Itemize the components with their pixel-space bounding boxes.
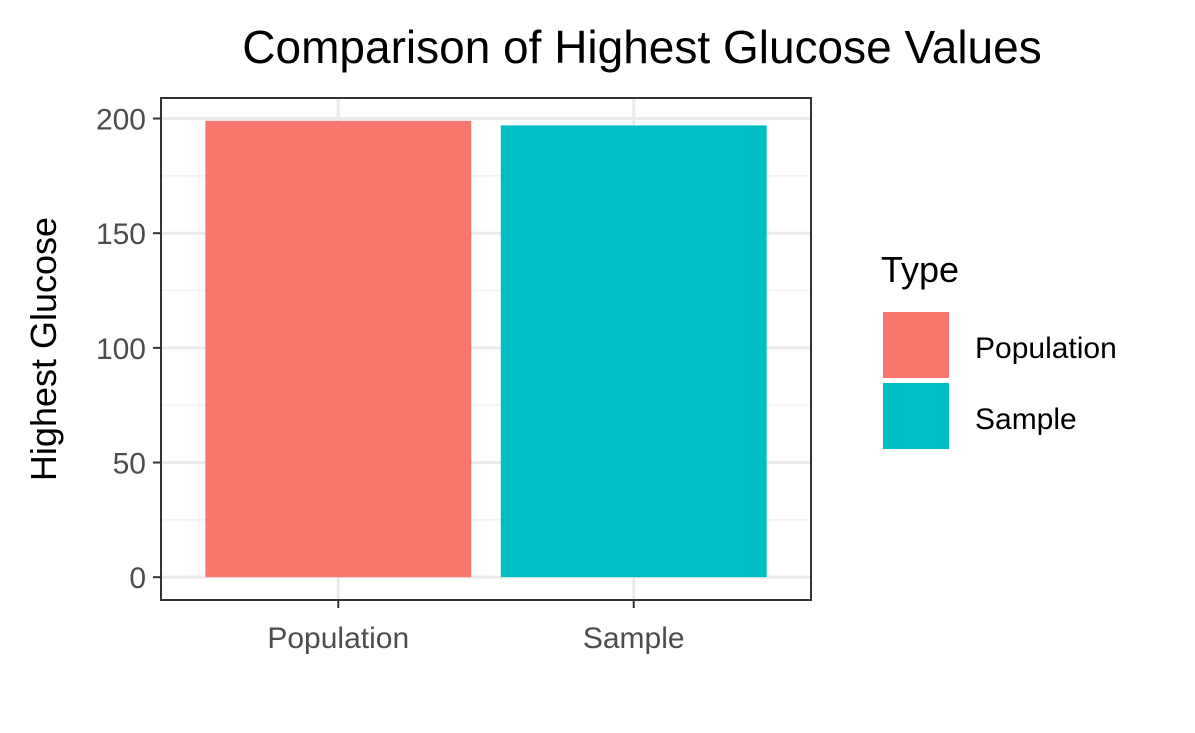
x-tick-label: Population [267, 622, 409, 655]
legend-label: Population [975, 332, 1117, 365]
legend-title: Type [881, 249, 959, 290]
y-tick-label: 50 [113, 448, 146, 481]
x-tick-label: Sample [583, 622, 685, 655]
y-tick-label: 200 [96, 104, 146, 137]
bar-population [205, 120, 472, 578]
legend-key-population [883, 312, 949, 378]
bars [205, 120, 767, 578]
bar-sample [500, 125, 767, 578]
legend: Type Population Sample [881, 249, 1117, 449]
y-tick-label: 150 [96, 218, 146, 251]
legend-key-sample [883, 383, 949, 449]
legend-label: Sample [975, 403, 1077, 436]
y-tick-label: 100 [96, 333, 146, 366]
plot-panel [160, 97, 812, 601]
x-axis: Population Sample [267, 600, 685, 655]
y-tick-label: 0 [129, 562, 146, 595]
y-axis-label: Highest Glucose [23, 217, 64, 481]
y-axis: 0 50 100 150 200 [96, 104, 161, 595]
panel-border [160, 97, 812, 601]
chart-title: Comparison of Highest Glucose Values [242, 21, 1041, 73]
